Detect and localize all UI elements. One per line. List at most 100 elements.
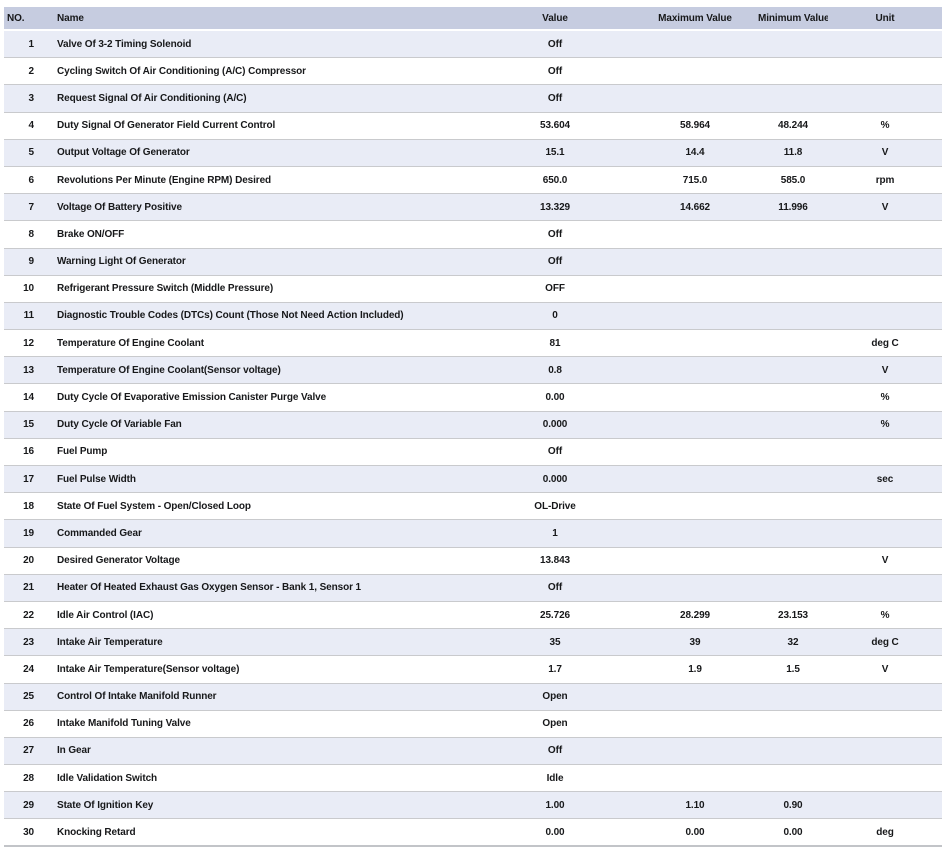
cell-value: Off bbox=[547, 228, 563, 240]
cell-no: 24 bbox=[23, 663, 34, 675]
table-row[interactable]: 3 Request Signal Of Air Conditioning (A/C… bbox=[4, 85, 942, 113]
table-row[interactable]: 15 Duty Cycle Of Variable Fan 0.000% bbox=[4, 411, 942, 439]
cell-value: 25.726 bbox=[540, 609, 570, 621]
cell-no: 28 bbox=[23, 772, 34, 784]
cell-name: Warning Light Of Generator bbox=[57, 256, 186, 268]
cell-max: 58.964 bbox=[680, 120, 710, 132]
cell-min: 23.153 bbox=[778, 609, 808, 621]
table-row[interactable]: 25 Control Of Intake Manifold Runner Open bbox=[4, 683, 942, 711]
cell-unit: sec bbox=[876, 473, 894, 485]
cell-no: 4 bbox=[28, 120, 35, 132]
cell-no: 29 bbox=[23, 799, 34, 811]
table-row[interactable]: 7 Voltage Of Battery Positive 13.329 14.662… bbox=[4, 194, 942, 222]
table-row[interactable]: 6 Revolutions Per Minute (Engine RPM) Des… bbox=[4, 166, 942, 195]
table-row[interactable]: 16 Fuel Pump Off bbox=[4, 438, 942, 466]
table-row[interactable]: 26 Intake Manifold Tuning Valve Open bbox=[4, 710, 942, 738]
table-row[interactable]: 29 State Of Ignition Key 1.00 1.10 0.90 bbox=[4, 792, 942, 820]
table-row[interactable]: 5 Output Voltage Of Generator 15.1 14.4 11.8… bbox=[4, 139, 942, 167]
table-row[interactable]: 28 Idle Validation Switch Idle bbox=[4, 765, 942, 793]
cell-value: 0.00 bbox=[545, 826, 565, 838]
cell-min: 11.996 bbox=[778, 201, 808, 213]
cell-min: 1.5 bbox=[786, 663, 800, 675]
header-maximum-value: Maximum Value bbox=[658, 12, 732, 24]
cell-min: 32 bbox=[787, 636, 799, 648]
cell-name: Desired Generator Voltage bbox=[57, 555, 180, 567]
cell-value: 35 bbox=[549, 636, 561, 648]
table-header-row: NO. Name Value Maximum Value Minimum Val… bbox=[4, 7, 942, 31]
cell-name: Duty Signal Of Generator Field Current C… bbox=[57, 120, 276, 132]
cell-name: Fuel Pump bbox=[57, 446, 108, 458]
cell-name: Duty Cycle Of Evaporative Emission Canis… bbox=[57, 392, 327, 404]
cell-unit: deg C bbox=[871, 636, 899, 648]
cell-name: Diagnostic Trouble Codes (DTCs) Count (T… bbox=[57, 310, 404, 322]
table-row[interactable]: 1 Valve Of 3-2 Timing Solenoid Off bbox=[4, 31, 942, 59]
cell-value: 53.604 bbox=[540, 120, 570, 132]
table-row[interactable]: 14 Duty Cycle Of Evaporative Emission Can… bbox=[4, 384, 942, 412]
cell-value: 0.000 bbox=[542, 473, 568, 485]
table-row[interactable]: 23 Intake Air Temperature 35 39 32 deg C bbox=[4, 629, 942, 657]
cell-name: Knocking Retard bbox=[57, 826, 136, 838]
table-row[interactable]: 8 Brake ON/OFF Off bbox=[4, 221, 942, 249]
cell-name: Temperature Of Engine Coolant bbox=[57, 337, 204, 349]
table-row[interactable]: 9 Warning Light Of Generator Off bbox=[4, 248, 942, 276]
cell-unit: deg C bbox=[871, 337, 899, 349]
cell-no: 26 bbox=[23, 718, 34, 730]
cell-value: 0.000 bbox=[542, 419, 568, 431]
cell-no: 27 bbox=[23, 745, 34, 757]
cell-value: Idle bbox=[546, 772, 564, 784]
cell-unit: V bbox=[881, 147, 889, 159]
table-row[interactable]: 27 In Gear Off bbox=[4, 737, 942, 766]
cell-unit: deg bbox=[876, 826, 894, 838]
cell-value: Off bbox=[547, 92, 563, 104]
cell-name: Idle Air Control (IAC) bbox=[57, 609, 154, 621]
cell-max: 14.662 bbox=[680, 201, 710, 213]
table-row[interactable]: 4 Duty Signal Of Generator Field Current … bbox=[4, 112, 942, 140]
cell-name: Request Signal Of Air Conditioning (A/C) bbox=[57, 92, 247, 104]
table-row[interactable]: 30 Knocking Retard 0.00 0.00 0.00 deg bbox=[4, 819, 942, 847]
cell-no: 1 bbox=[28, 38, 35, 50]
cell-no: 11 bbox=[23, 310, 34, 322]
cell-no: 21 bbox=[23, 582, 34, 594]
table-row[interactable]: 21 Heater Of Heated Exhaust Gas Oxygen Se… bbox=[4, 574, 942, 602]
table-row[interactable]: 13 Temperature Of Engine Coolant(Sensor v… bbox=[4, 357, 942, 385]
cell-value: 0.8 bbox=[548, 364, 562, 376]
table-row[interactable]: 20 Desired Generator Voltage 13.843 V bbox=[4, 547, 942, 575]
cell-no: 7 bbox=[28, 201, 35, 213]
cell-name: Brake ON/OFF bbox=[57, 228, 125, 240]
cell-name: State Of Ignition Key bbox=[57, 799, 154, 811]
cell-name: Output Voltage Of Generator bbox=[57, 147, 190, 159]
cell-no: 16 bbox=[23, 446, 34, 458]
table-row[interactable]: 10 Refrigerant Pressure Switch (Middle Pr… bbox=[4, 275, 942, 303]
cell-no: 17 bbox=[23, 473, 34, 485]
cell-name: Idle Validation Switch bbox=[57, 772, 158, 784]
table-row[interactable]: 22 Idle Air Control (IAC) 25.726 28.299 23.1… bbox=[4, 601, 942, 630]
header-minimum-value: Minimum Value bbox=[758, 12, 828, 24]
cell-no: 9 bbox=[28, 256, 35, 268]
table-row[interactable]: 2 Cycling Switch Of Air Conditioning (A/C… bbox=[4, 58, 942, 86]
cell-no: 13 bbox=[23, 364, 34, 376]
cell-name: Heater Of Heated Exhaust Gas Oxygen Sens… bbox=[57, 582, 362, 594]
table-row[interactable]: 12 Temperature Of Engine Coolant 81 deg C bbox=[4, 330, 942, 358]
cell-unit: V bbox=[881, 555, 889, 567]
cell-no: 10 bbox=[23, 283, 34, 295]
cell-name: Refrigerant Pressure Switch (Middle Pres… bbox=[57, 283, 274, 295]
cell-value: 15.1 bbox=[545, 147, 565, 159]
cell-unit: % bbox=[880, 419, 890, 431]
cell-value: 1 bbox=[552, 527, 558, 539]
cell-unit: % bbox=[880, 120, 890, 132]
cell-no: 2 bbox=[28, 65, 35, 77]
live-data-table: NO. Name Value Maximum Value Minimum Val… bbox=[4, 7, 942, 847]
table-row[interactable]: 17 Fuel Pulse Width 0.000 sec bbox=[4, 466, 942, 494]
cell-name: In Gear bbox=[57, 745, 91, 757]
cell-unit: % bbox=[880, 609, 890, 621]
cell-name: Temperature Of Engine Coolant(Sensor vol… bbox=[57, 364, 281, 376]
table-row[interactable]: 19 Commanded Gear 1 bbox=[4, 520, 942, 548]
cell-no: 14 bbox=[23, 392, 34, 404]
table-row[interactable]: 18 State Of Fuel System - Open/Closed Loo… bbox=[4, 493, 942, 521]
table-row[interactable]: 24 Intake Air Temperature(Sensor voltage)… bbox=[4, 656, 942, 684]
cell-no: 8 bbox=[28, 228, 35, 240]
table-row[interactable]: 11 Diagnostic Trouble Codes (DTCs) Count … bbox=[4, 302, 942, 331]
cell-value: 650.0 bbox=[542, 174, 568, 186]
cell-no: 20 bbox=[23, 555, 34, 567]
header-unit: Unit bbox=[875, 12, 895, 24]
